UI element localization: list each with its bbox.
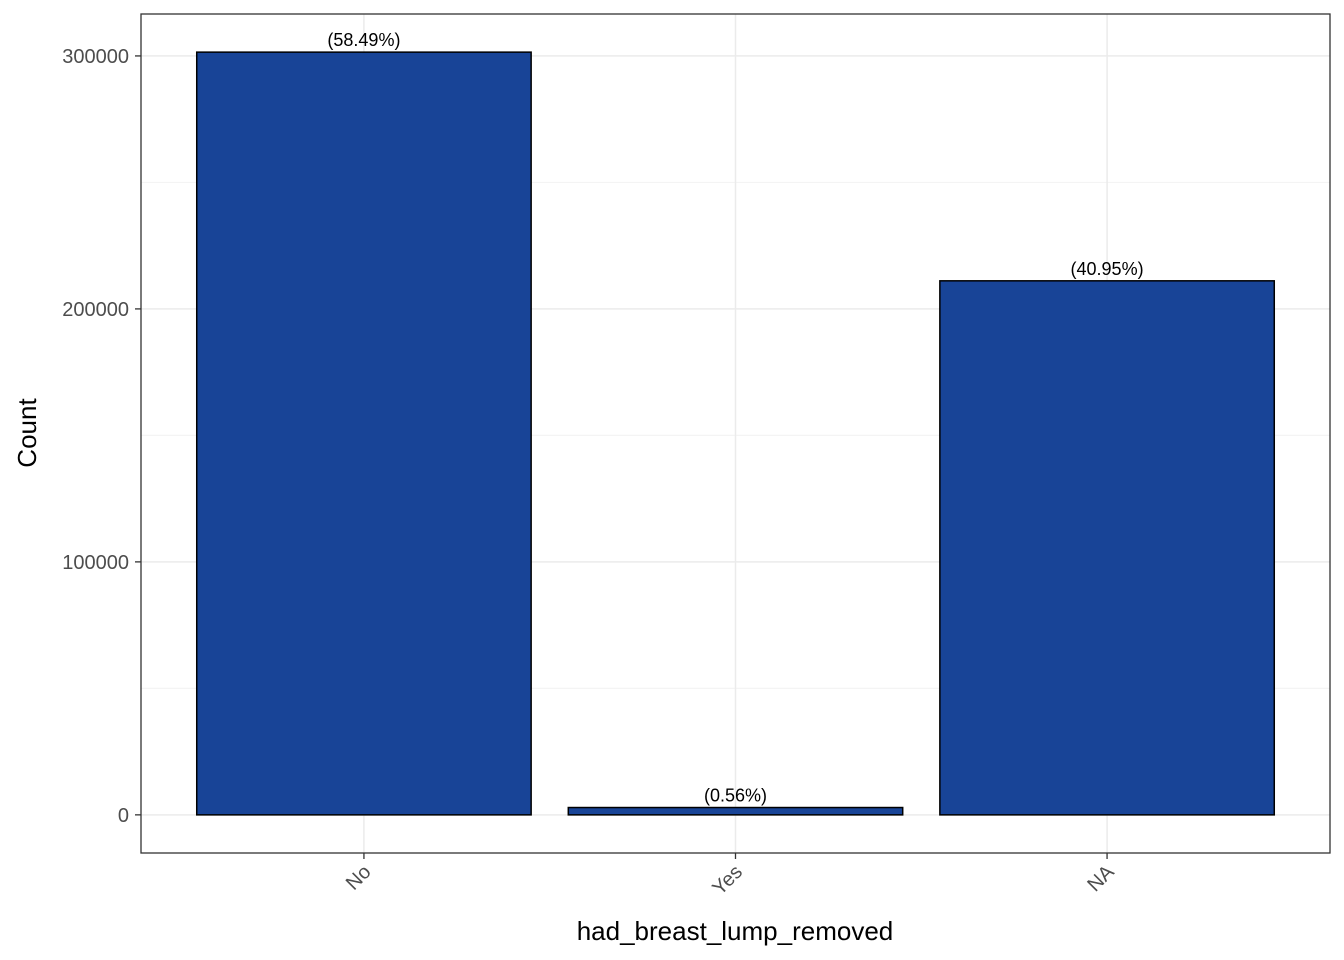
- x-axis-title: had_breast_lump_removed: [577, 916, 894, 946]
- bar-no: [195, 51, 532, 816]
- x-tick-label: Yes: [708, 861, 747, 900]
- x-tick-label: NA: [1083, 861, 1119, 897]
- y-axis-title: Count: [12, 398, 42, 468]
- x-tick-label: No: [342, 861, 376, 895]
- bar-yes: [567, 806, 904, 816]
- y-tick-label: 200000: [62, 299, 129, 321]
- data-labels: (58.49%) (0.56%) (40.95%): [327, 30, 1143, 805]
- bars: [195, 51, 1276, 816]
- data-label-na: (40.95%): [1071, 259, 1144, 279]
- y-tick-label: 300000: [62, 46, 129, 68]
- data-label-yes: (0.56%): [704, 786, 767, 806]
- y-axis: 0 100000 200000 300000: [62, 46, 141, 827]
- bar-na: [939, 280, 1276, 816]
- y-tick-label: 0: [118, 805, 129, 827]
- x-axis: No Yes NA: [342, 853, 1119, 900]
- data-label-no: (58.49%): [327, 30, 400, 50]
- y-tick-label: 100000: [62, 552, 129, 574]
